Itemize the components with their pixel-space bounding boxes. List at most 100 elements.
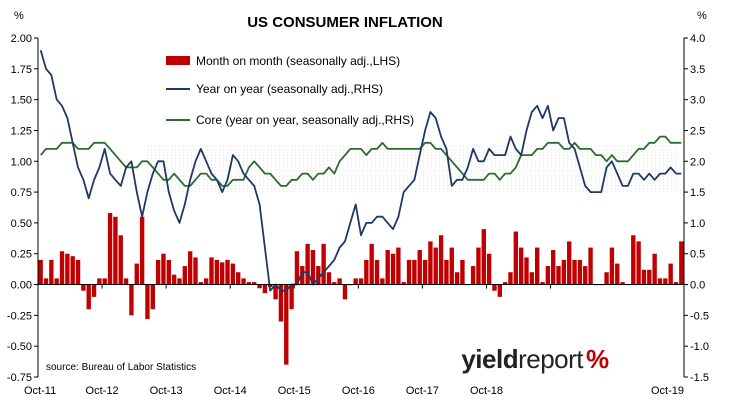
chart-title: US CONSUMER INFLATION: [247, 14, 443, 31]
x-tick-label: Oct-12: [86, 385, 119, 397]
mom-bar: [620, 282, 625, 285]
right-tick-label: 1.5: [690, 187, 705, 199]
mom-bar: [460, 259, 465, 285]
mom-bar: [236, 272, 241, 285]
left-tick-label: 0.25: [11, 249, 32, 261]
mom-bar: [476, 247, 481, 285]
right-tick-label: 0.0: [690, 280, 705, 292]
legend-bar-swatch: [166, 56, 190, 65]
mom-bar: [97, 278, 102, 285]
mom-bar: [636, 241, 641, 285]
mom-bar: [310, 250, 316, 285]
mom-bar: [86, 284, 91, 310]
mom-bar: [631, 235, 636, 285]
right-tick-label: 2.5: [690, 125, 705, 137]
mom-bar: [412, 259, 417, 285]
mom-bar: [273, 284, 278, 300]
mom-bar: [470, 266, 476, 285]
mom-bar: [449, 247, 454, 285]
legend-core-label: Core (year on year, seasonally adj.,RHS): [196, 113, 414, 127]
mom-bar: [385, 250, 390, 285]
source-note: source: Bureau of Labor Statistics: [46, 362, 196, 373]
mom-bar: [518, 247, 524, 285]
mom-bars: [38, 213, 684, 365]
mom-bar: [390, 253, 396, 285]
mom-bar: [438, 235, 444, 285]
right-tick-label: 0.5: [690, 249, 705, 261]
left-tick-label: 1.75: [11, 64, 32, 76]
mom-bar: [38, 259, 43, 285]
right-tick-label: -1.5: [690, 372, 709, 384]
left-tick-label: -0.50: [7, 341, 32, 353]
mom-bar: [300, 266, 305, 285]
mom-bar: [193, 257, 198, 285]
mom-bar: [353, 278, 358, 285]
mom-bar: [524, 257, 529, 285]
left-tick-label: 0.75: [11, 187, 32, 199]
mom-bar: [641, 269, 647, 285]
mom-bar: [492, 284, 497, 291]
x-tick-label: Oct-14: [214, 385, 247, 397]
right-axis-unit: %: [697, 10, 707, 22]
mom-bar: [113, 216, 118, 285]
mom-bar: [540, 282, 545, 285]
mom-bar: [508, 272, 513, 285]
mom-bar: [150, 284, 155, 310]
mom-bar: [615, 263, 620, 285]
mom-bar: [203, 278, 209, 285]
mom-bar: [374, 259, 380, 285]
left-axis-unit: %: [14, 10, 24, 22]
mom-bar: [647, 269, 652, 285]
mom-bar: [679, 241, 684, 285]
legend-yoy-label: Year on year (seasonally adj.,RHS): [196, 82, 383, 96]
x-tick-label: Oct-11: [24, 385, 56, 397]
mom-bar: [187, 251, 193, 285]
mom-bar: [241, 278, 246, 285]
mom-bar: [551, 250, 556, 285]
mom-bar: [668, 263, 673, 285]
mom-bar: [364, 259, 369, 285]
left-tick-label: 1.00: [11, 156, 32, 168]
mom-bar: [358, 278, 364, 285]
logo-word-bold: report: [518, 344, 584, 374]
mom-bar: [107, 213, 113, 285]
left-tick-label: 1.25: [11, 125, 32, 137]
left-tick-label: 0.50: [11, 218, 32, 230]
mom-bar: [102, 278, 107, 285]
mom-bar: [182, 266, 188, 285]
mom-bar: [428, 241, 433, 285]
mom-bar: [129, 284, 134, 316]
mom-bar: [171, 274, 177, 285]
x-tick-label: Oct-16: [342, 385, 375, 397]
mom-bar: [326, 272, 332, 285]
mom-bar: [422, 259, 428, 285]
mom-bar: [481, 229, 486, 285]
mom-bar: [417, 250, 422, 285]
mom-bar: [161, 253, 166, 285]
mom-bar: [657, 278, 663, 285]
mom-bar: [305, 243, 310, 285]
mom-bar: [583, 266, 588, 285]
mom-bar: [396, 247, 401, 285]
right-tick-label: 2.0: [690, 156, 705, 168]
mom-bar: [145, 284, 150, 320]
mom-bar: [139, 216, 145, 285]
mom-bar: [577, 259, 583, 285]
mom-bar: [155, 259, 161, 285]
mom-bar: [502, 282, 508, 285]
mom-bar: [118, 235, 123, 285]
mom-bar: [284, 284, 289, 365]
mom-bar: [198, 282, 204, 285]
mom-bar: [289, 284, 294, 310]
mom-bar: [337, 278, 342, 285]
mom-bar: [65, 253, 70, 285]
mom-bar: [567, 241, 572, 285]
right-tick-label: -0.5: [690, 310, 709, 322]
mom-bar: [433, 247, 438, 285]
mom-bar: [166, 259, 171, 285]
mom-bar: [214, 259, 220, 285]
mom-bar: [444, 259, 449, 285]
mom-bar: [454, 272, 460, 285]
right-tick-label: 3.5: [690, 64, 705, 76]
mom-bar: [43, 278, 49, 285]
